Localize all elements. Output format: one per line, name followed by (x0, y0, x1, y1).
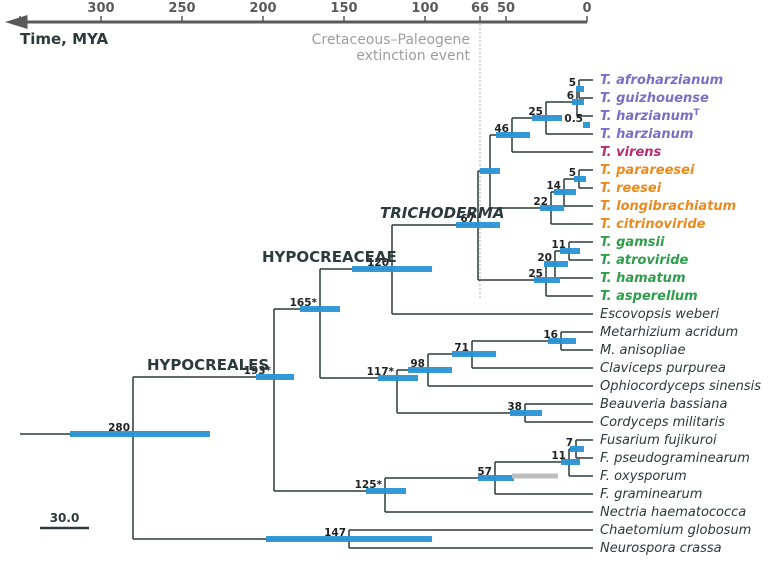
node-age: 98 (410, 358, 425, 370)
node-age: 280 (108, 422, 130, 434)
taxon-label: T. citrinoviride (600, 217, 706, 232)
taxon-label: F. pseudograminearum (600, 451, 750, 466)
node-age: 57 (477, 466, 492, 478)
axis-tick-label: 250 (168, 1, 195, 16)
clade-label: HYPOCREALES (147, 356, 269, 374)
scale-bar-label: 30.0 (50, 511, 80, 525)
taxon-label: Beauveria bassiana (600, 397, 727, 412)
taxon-label: T. afroharzianum (600, 73, 723, 88)
taxon-label: T. virens (600, 145, 662, 160)
taxon-label: Neurospora crassa (600, 541, 722, 556)
node-age: 71 (454, 342, 469, 354)
taxon-label: Chaetomium globosum (600, 523, 751, 538)
clade-label: TRICHODERMA (380, 204, 504, 222)
node-age: 117* (367, 366, 395, 378)
taxon-label: Cordyceps militaris (600, 415, 725, 430)
taxon-label: Ophiocordyceps sinensis (600, 379, 761, 394)
kp-label-2: extinction event (356, 48, 470, 64)
taxon-label: T. reesei (600, 181, 662, 196)
taxon-label: T. harzianumT (600, 108, 700, 124)
taxon-label: Metarhizium acridum (600, 325, 738, 340)
taxon-label: T. atroviride (600, 253, 689, 268)
taxon-label: Escovopsis weberi (600, 307, 720, 322)
node-age: 11 (551, 239, 566, 251)
taxon-label: Claviceps purpurea (600, 361, 726, 376)
node-age: 0.5 (564, 113, 583, 125)
axis-tick-label: 50 (497, 1, 515, 16)
node-age: 16 (543, 329, 558, 341)
clade-label: HYPOCREACEAE (262, 248, 397, 266)
axis-title: Time, MYA (20, 30, 108, 48)
node-age: 46 (494, 123, 509, 135)
kp-label-1: Cretaceous–Paleogene (312, 32, 470, 48)
taxon-label: T. hamatum (600, 271, 685, 286)
taxon-label: M. anisopliae (600, 343, 685, 358)
taxon-label: T. longibrachiatum (600, 199, 736, 214)
node-age: 7 (566, 437, 573, 449)
node-age: 5 (569, 167, 576, 179)
node-age: 125* (355, 479, 383, 491)
kp-tick-label: 66 (471, 1, 489, 16)
node-age: 25 (528, 268, 543, 280)
taxon-label: T. asperellum (600, 289, 698, 304)
taxon-label: F. graminearum (600, 487, 702, 502)
taxon-label: F. oxysporum (600, 469, 687, 484)
axis-tick-label: 150 (330, 1, 357, 16)
taxon-label: Nectria haematococca (600, 505, 746, 520)
taxon-label: Fusarium fujikuroi (600, 433, 717, 448)
taxon-label: T. harzianum (600, 127, 693, 142)
node-age: 20 (537, 252, 552, 264)
axis-tick-label: 0 (582, 1, 591, 16)
node-age: 14 (546, 180, 561, 192)
node-age: 22 (533, 196, 548, 208)
phylo-tree: 300 250 200 150 100 50 0 66 Time, MYA Cretaceous–… (0, 0, 778, 568)
node-age: 5 (569, 77, 576, 89)
node-age: 11 (551, 450, 566, 462)
axis-tick-label: 300 (87, 1, 114, 16)
taxon-label: T. gamsii (600, 235, 665, 250)
taxon-label: T. parareesei (600, 163, 695, 178)
taxon-label: T. guizhouense (600, 91, 709, 106)
node-age: 38 (507, 401, 522, 413)
axis-tick-label: 200 (249, 1, 276, 16)
node-age: 6 (567, 90, 574, 102)
axis-tick-label: 100 (411, 1, 438, 16)
node-age: 147 (324, 527, 346, 539)
node-age: 165* (290, 297, 318, 309)
node-age: 25 (528, 106, 543, 118)
